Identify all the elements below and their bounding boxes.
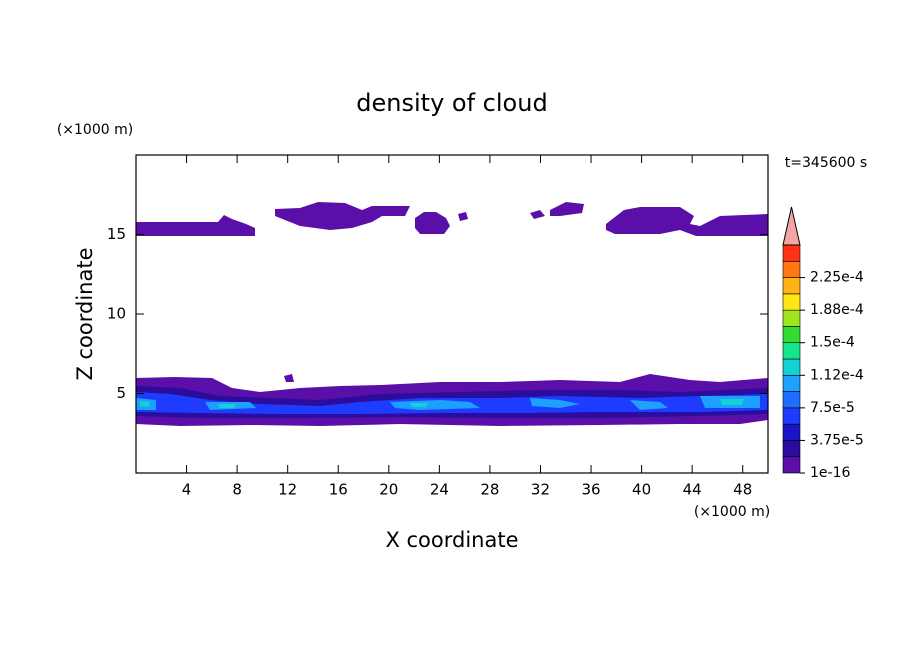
colorbar-tick-label: 1.5e-4: [810, 335, 855, 351]
colorbar-box: [782, 456, 801, 474]
x-tick-label: 8: [232, 481, 242, 499]
x-tick-label: 40: [632, 481, 651, 499]
cloud-region: [136, 215, 255, 236]
chart-title: density of cloud: [356, 89, 547, 117]
cloud-region: [606, 207, 768, 236]
colorbar-box: [782, 374, 801, 392]
x-tick-label: 12: [278, 481, 297, 499]
cloud-region: [136, 396, 760, 410]
colorbar-box: [782, 358, 801, 376]
colorbar-box: [782, 407, 801, 425]
y-unit: (×1000 m): [57, 122, 133, 138]
cloud-region: [458, 212, 468, 221]
colorbar-box: [782, 342, 801, 360]
colorbar-box: [782, 244, 801, 262]
colorbar-tick-label: 1e-16: [810, 465, 850, 481]
y-tick-label: 5: [116, 384, 126, 402]
cloud-region: [284, 374, 294, 382]
colorbar-box: [782, 391, 801, 409]
colorbar-box: [782, 423, 801, 441]
x-tick-label: 20: [379, 481, 398, 499]
colorbar-box: [782, 293, 801, 311]
plot-frame: [135, 154, 769, 474]
cloud-region: [275, 202, 410, 230]
x-tick-label: 36: [581, 481, 600, 499]
colorbar-box: [782, 440, 801, 458]
y-axis-title: Z coordinate: [73, 247, 97, 380]
colorbar-extension: [782, 206, 801, 246]
colorbar-box: [782, 309, 801, 327]
colorbar-tick-label: 3.75e-5: [810, 432, 864, 448]
cloud-region: [415, 212, 450, 234]
x-unit: (×1000 m): [694, 504, 770, 520]
colorbar-box: [782, 260, 801, 278]
cloud-region: [550, 202, 584, 216]
y-tick-label: 15: [107, 225, 126, 243]
colorbar-tick-label: 1.88e-4: [810, 302, 864, 318]
x-tick-label: 32: [531, 481, 550, 499]
x-tick-label: 16: [329, 481, 348, 499]
x-tick-label: 24: [430, 481, 449, 499]
cloud-region: [530, 210, 545, 219]
colorbar-tick-label: 7.5e-5: [810, 400, 855, 416]
x-tick-label: 28: [480, 481, 499, 499]
x-axis-title: X coordinate: [385, 528, 518, 552]
contour-field: [136, 202, 768, 426]
x-tick-label: 4: [182, 481, 192, 499]
y-tick-label: 10: [107, 305, 126, 323]
colorbar-tick-label: 2.25e-4: [810, 270, 864, 286]
time-annotation: t=345600 s: [785, 155, 867, 171]
x-tick-label: 48: [733, 481, 752, 499]
x-tick-label: 44: [683, 481, 702, 499]
colorbar-box: [782, 326, 801, 344]
colorbar-box: [782, 277, 801, 295]
colorbar-tick-label: 1.12e-4: [810, 367, 864, 383]
